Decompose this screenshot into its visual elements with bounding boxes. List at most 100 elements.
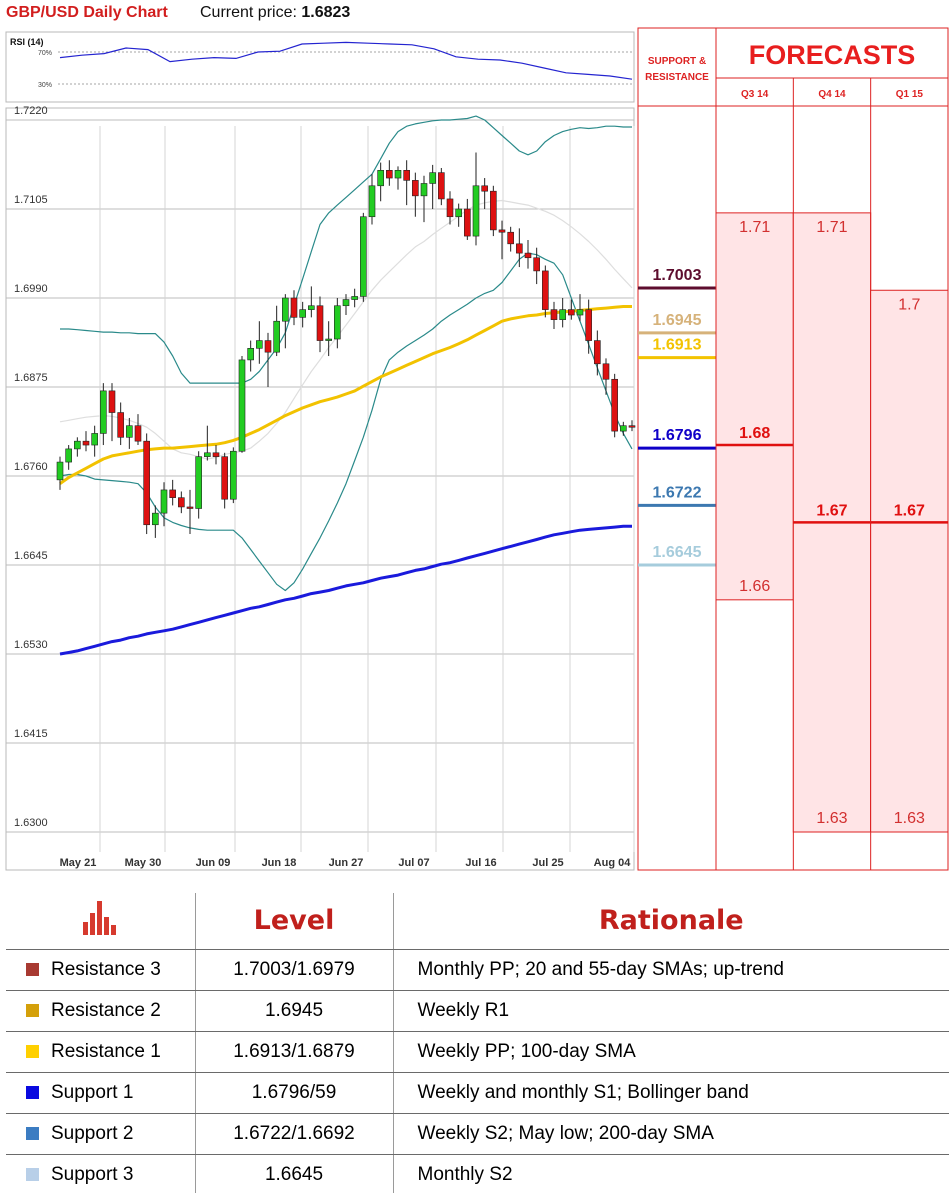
candle-body	[481, 185, 488, 192]
candle-body	[212, 452, 220, 457]
forecast-range-band	[715, 212, 794, 601]
x-tick-label: Jun 09	[196, 857, 231, 869]
x-tick-label: Jul 25	[532, 857, 563, 869]
rationale-header: Rationale	[393, 893, 949, 950]
candle-body	[178, 497, 185, 508]
x-tick-label: Jul 16	[465, 857, 496, 869]
level-value: 1.6945	[195, 990, 394, 1032]
table-row: Support 2 1.6722/1.6692 Weekly S2; May low…	[6, 1113, 949, 1155]
support-resistance-panel: SUPPORT & RESISTANCE 1.7003 1.6945 1.6913 1.6…	[637, 27, 717, 871]
forecast-mid-value: 1.68	[739, 425, 770, 442]
level-name: Resistance 3	[51, 958, 161, 980]
candle-body	[628, 425, 636, 428]
level-rationale: Weekly S2; May low; 200-day SMA	[393, 1113, 949, 1155]
candle-body	[559, 309, 566, 320]
sr-level-value: 1.6796	[653, 427, 702, 444]
candle-body	[377, 170, 384, 187]
level-color-swatch	[26, 1044, 39, 1058]
candle-body	[446, 198, 454, 218]
candle-body	[576, 309, 584, 316]
candle-body	[585, 309, 592, 341]
level-name-cell: Resistance 1	[6, 1031, 196, 1073]
candle-body	[204, 452, 211, 457]
candle-body	[325, 338, 332, 341]
level-color-swatch	[26, 1167, 39, 1181]
level-name: Support 1	[51, 1081, 134, 1103]
sma20-line	[59, 199, 633, 460]
y-tick-label: 1.6530	[14, 639, 48, 651]
candle-body	[438, 172, 445, 200]
x-tick-label: May 30	[125, 857, 162, 869]
current-price-label: Current price:	[200, 4, 297, 21]
level-name-cell: Support 3	[6, 1154, 196, 1193]
candle-body	[91, 433, 98, 446]
level-value: 1.7003/1.6979	[195, 949, 394, 991]
candle-body	[550, 309, 558, 320]
candle-body	[420, 183, 428, 197]
current-price: Current price: 1.6823	[200, 4, 350, 22]
candle-body	[65, 448, 72, 463]
candle-body	[533, 257, 540, 272]
table-row: Support 1 1.6796/59 Weekly and monthly S1;…	[6, 1072, 949, 1114]
current-price-value: 1.6823	[301, 4, 351, 21]
candle-body	[195, 456, 202, 509]
level-color-swatch	[26, 1126, 39, 1140]
candle-body	[594, 340, 601, 365]
forecast-high-value: 1.71	[739, 219, 770, 236]
candle-body	[290, 297, 298, 318]
candle-body	[74, 440, 81, 450]
candle-body	[498, 229, 506, 233]
candle-body	[108, 390, 116, 413]
forecast-mid-value: 1.67	[894, 502, 925, 519]
chart-title: GBP/USD Daily Chart	[6, 4, 168, 21]
candle-body	[334, 305, 341, 340]
level-header: Level	[195, 893, 394, 950]
candle-body	[472, 185, 480, 237]
candle-body	[507, 231, 514, 245]
candle-body	[368, 185, 376, 218]
sr-level-value: 1.6645	[653, 544, 702, 561]
level-value: 1.6645	[195, 1154, 394, 1193]
candle-body	[316, 305, 324, 341]
candle-body	[186, 506, 194, 509]
candle-body	[273, 320, 280, 353]
rsi-label: RSI (14)	[10, 37, 44, 47]
table-row: Resistance 1 1.6913/1.6879 Weekly PP; 100-…	[6, 1031, 949, 1073]
candle-body	[524, 252, 532, 259]
y-tick-label: 1.6415	[14, 728, 48, 740]
candle-body	[386, 170, 393, 179]
level-value: 1.6796/59	[195, 1072, 394, 1114]
y-tick-label: 1.7105	[14, 194, 48, 206]
sma200-line	[59, 524, 632, 656]
level-color-swatch	[26, 1003, 39, 1017]
sr-level-value: 1.7003	[653, 267, 702, 284]
candle-body	[342, 299, 350, 307]
x-tick-label: Jun 27	[329, 857, 364, 869]
candle-body	[126, 425, 133, 438]
level-rationale: Monthly S2	[393, 1154, 949, 1193]
level-value: 1.6722/1.6692	[195, 1113, 394, 1155]
forecast-range-band	[870, 289, 949, 833]
forecast-low-value: 1.66	[739, 578, 770, 595]
candle-body	[221, 456, 228, 500]
forecast-high-value: 1.71	[816, 219, 847, 236]
y-tick-label: 1.6760	[14, 461, 48, 473]
y-tick-label: 1.6875	[14, 372, 48, 384]
candle-body	[230, 450, 237, 500]
sr-level-value: 1.6722	[653, 484, 702, 501]
level-rationale: Weekly PP; 100-day SMA	[393, 1031, 949, 1073]
candle-body	[412, 180, 419, 197]
table-row: Resistance 2 1.6945 Weekly R1	[6, 990, 949, 1032]
table-row: Resistance 3 1.7003/1.6979 Monthly PP; 20 …	[6, 949, 949, 991]
candle-body	[429, 172, 436, 184]
x-tick-label: Jul 07	[398, 857, 429, 869]
candle-body	[152, 512, 159, 526]
candle-body	[134, 425, 142, 442]
level-name-cell: Support 1	[6, 1072, 196, 1114]
candle-body	[56, 461, 64, 481]
rsi-level-label: 70%	[38, 50, 52, 57]
candle-body	[282, 297, 289, 322]
candle-body	[143, 440, 150, 526]
candle-body	[238, 359, 246, 452]
candle-body	[464, 208, 471, 237]
